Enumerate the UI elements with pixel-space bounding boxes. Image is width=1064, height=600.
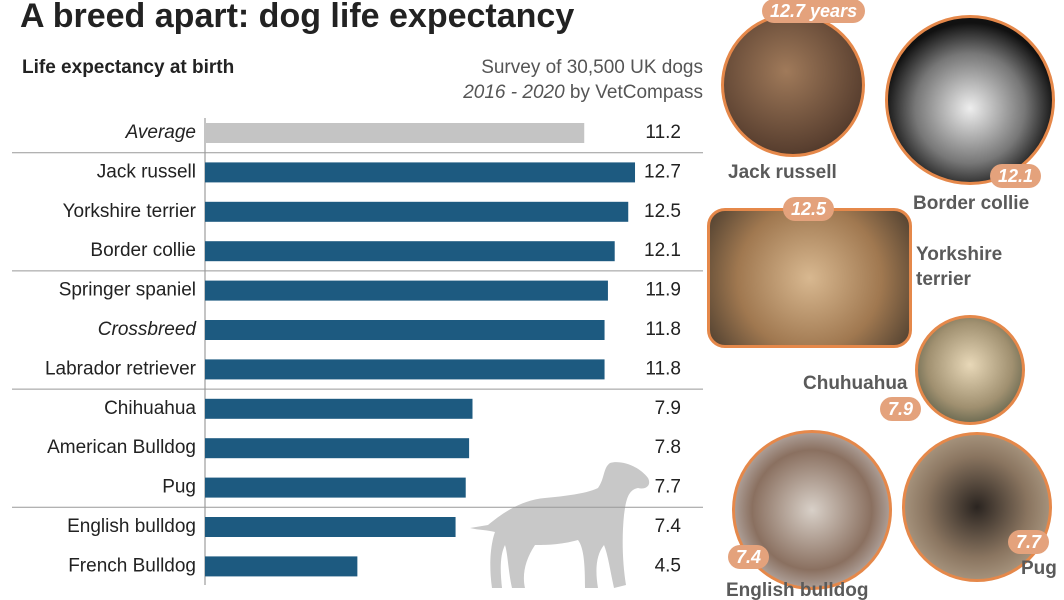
source-line: 2016 - 2020 by VetCompass bbox=[462, 82, 703, 103]
bar bbox=[205, 320, 605, 340]
value-label: 4.5 bbox=[655, 555, 681, 576]
category-label: Jack russell bbox=[97, 161, 196, 182]
photo-jack-russell bbox=[721, 13, 865, 157]
photo-chihuahua bbox=[915, 315, 1025, 425]
category-label: Average bbox=[125, 122, 196, 143]
value-label: 12.7 bbox=[644, 161, 681, 182]
photo-yorkshire bbox=[707, 208, 912, 348]
value-label: 11.9 bbox=[645, 280, 681, 301]
photo-name: Yorkshire terrier bbox=[916, 244, 1003, 290]
photo-badge: 7.7 bbox=[1008, 530, 1050, 554]
dog-silhouette bbox=[470, 462, 650, 588]
bar bbox=[205, 438, 470, 459]
photo-badge: 12.1 bbox=[990, 164, 1042, 188]
category-label: Chihuahua bbox=[104, 398, 196, 419]
chart: A breed apart: dog life expectancy Life … bbox=[12, 0, 703, 588]
photo-badge: 7.4 bbox=[728, 545, 770, 569]
value-label: 7.4 bbox=[655, 516, 682, 537]
category-label: Pug bbox=[162, 477, 196, 498]
value-label: 11.2 bbox=[645, 122, 681, 143]
category-label: English bulldog bbox=[67, 516, 196, 537]
photo-badge: 12.5 bbox=[783, 197, 835, 221]
bar bbox=[205, 280, 608, 301]
value-label: 7.8 bbox=[655, 437, 681, 458]
category-label: Crossbreed bbox=[98, 319, 198, 340]
value-label: 7.9 bbox=[655, 398, 681, 419]
bar bbox=[205, 201, 629, 222]
source-org: by VetCompass bbox=[570, 82, 703, 103]
category-label: Border collie bbox=[90, 240, 196, 261]
category-label: Labrador retriever bbox=[45, 358, 197, 379]
chart-title: A breed apart: dog life expectancy bbox=[20, 0, 574, 35]
photo-border-collie bbox=[885, 15, 1055, 185]
bar bbox=[205, 517, 456, 537]
category-label: American Bulldog bbox=[47, 437, 196, 458]
photo-badge: 7.9 bbox=[880, 397, 922, 421]
value-label: 7.7 bbox=[655, 477, 681, 498]
bar bbox=[205, 398, 473, 419]
chart-subtitle: Life expectancy at birth bbox=[22, 57, 234, 78]
bar bbox=[205, 359, 605, 380]
photo-name: Pug bbox=[1021, 558, 1057, 579]
value-label: 12.5 bbox=[644, 201, 681, 222]
value-label: 11.8 bbox=[645, 319, 681, 340]
value-label: 12.1 bbox=[644, 240, 681, 261]
source-detail: 2016 - 2020 bbox=[462, 82, 565, 103]
photo-name: Jack russell bbox=[728, 162, 837, 183]
bar bbox=[205, 477, 466, 498]
category-label: French Bulldog bbox=[68, 555, 196, 576]
photo-name: Border collie bbox=[913, 193, 1030, 214]
source: Survey of 30,500 UK dogs bbox=[481, 57, 703, 78]
category-label: Yorkshire terrier bbox=[63, 201, 197, 222]
category-label: Springer spaniel bbox=[59, 280, 196, 301]
photo-name: English bulldog bbox=[726, 580, 869, 600]
bar bbox=[205, 556, 358, 577]
bar bbox=[205, 123, 585, 143]
value-label: 11.8 bbox=[645, 358, 681, 379]
bar bbox=[205, 241, 615, 262]
photo-pug bbox=[902, 432, 1052, 582]
photo-badge: 12.7 years bbox=[762, 0, 866, 23]
bar bbox=[205, 162, 636, 183]
photo-name: Chuhuahua bbox=[803, 373, 908, 394]
